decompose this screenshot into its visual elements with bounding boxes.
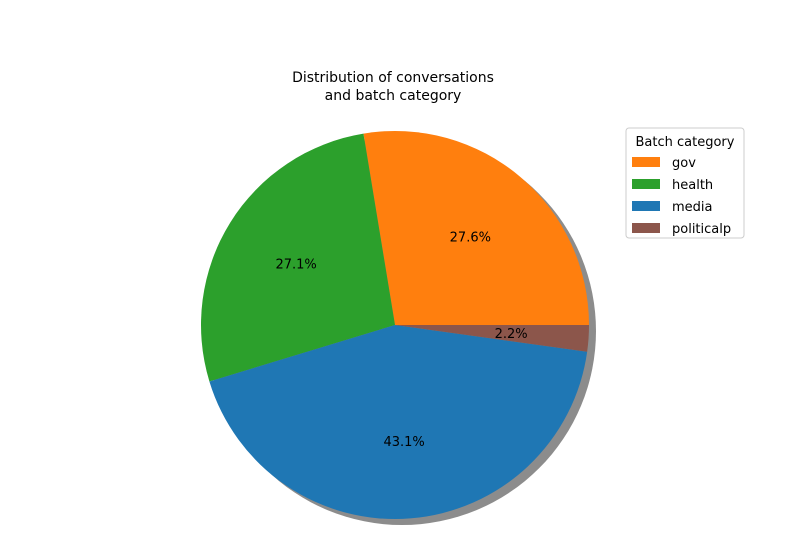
pie-label-politicalp: 2.2% xyxy=(495,327,528,342)
legend: Batch category gov health media politicalp xyxy=(625,127,745,239)
legend-label-politicalp: politicalp xyxy=(672,222,731,237)
legend-label-media: media xyxy=(672,200,713,215)
pie-slice-health xyxy=(200,133,395,382)
legend-title: Batch category xyxy=(636,135,735,150)
legend-swatch-media xyxy=(632,201,660,211)
legend-label-gov: gov xyxy=(672,156,696,171)
legend-items: gov health media politicalp xyxy=(632,156,731,237)
legend-label-health: health xyxy=(672,178,713,193)
pie-slices xyxy=(200,131,589,519)
pie-label-gov: 27.6% xyxy=(450,230,491,245)
chart-title-line-2: and batch category xyxy=(325,88,462,104)
pie-percent-labels: 27.6% 27.1% 43.1% 2.2% xyxy=(275,230,527,450)
legend-swatch-politicalp xyxy=(632,223,660,233)
chart-title-line-1: Distribution of conversations xyxy=(292,70,494,86)
legend-swatch-gov xyxy=(632,157,660,167)
legend-swatch-health xyxy=(632,179,660,189)
pie-slice-media xyxy=(209,325,588,519)
pie-slice-gov xyxy=(363,131,589,325)
pie-slice-politicalp xyxy=(395,325,589,352)
pie-label-media: 43.1% xyxy=(383,435,424,450)
pie-label-health: 27.1% xyxy=(275,258,316,273)
